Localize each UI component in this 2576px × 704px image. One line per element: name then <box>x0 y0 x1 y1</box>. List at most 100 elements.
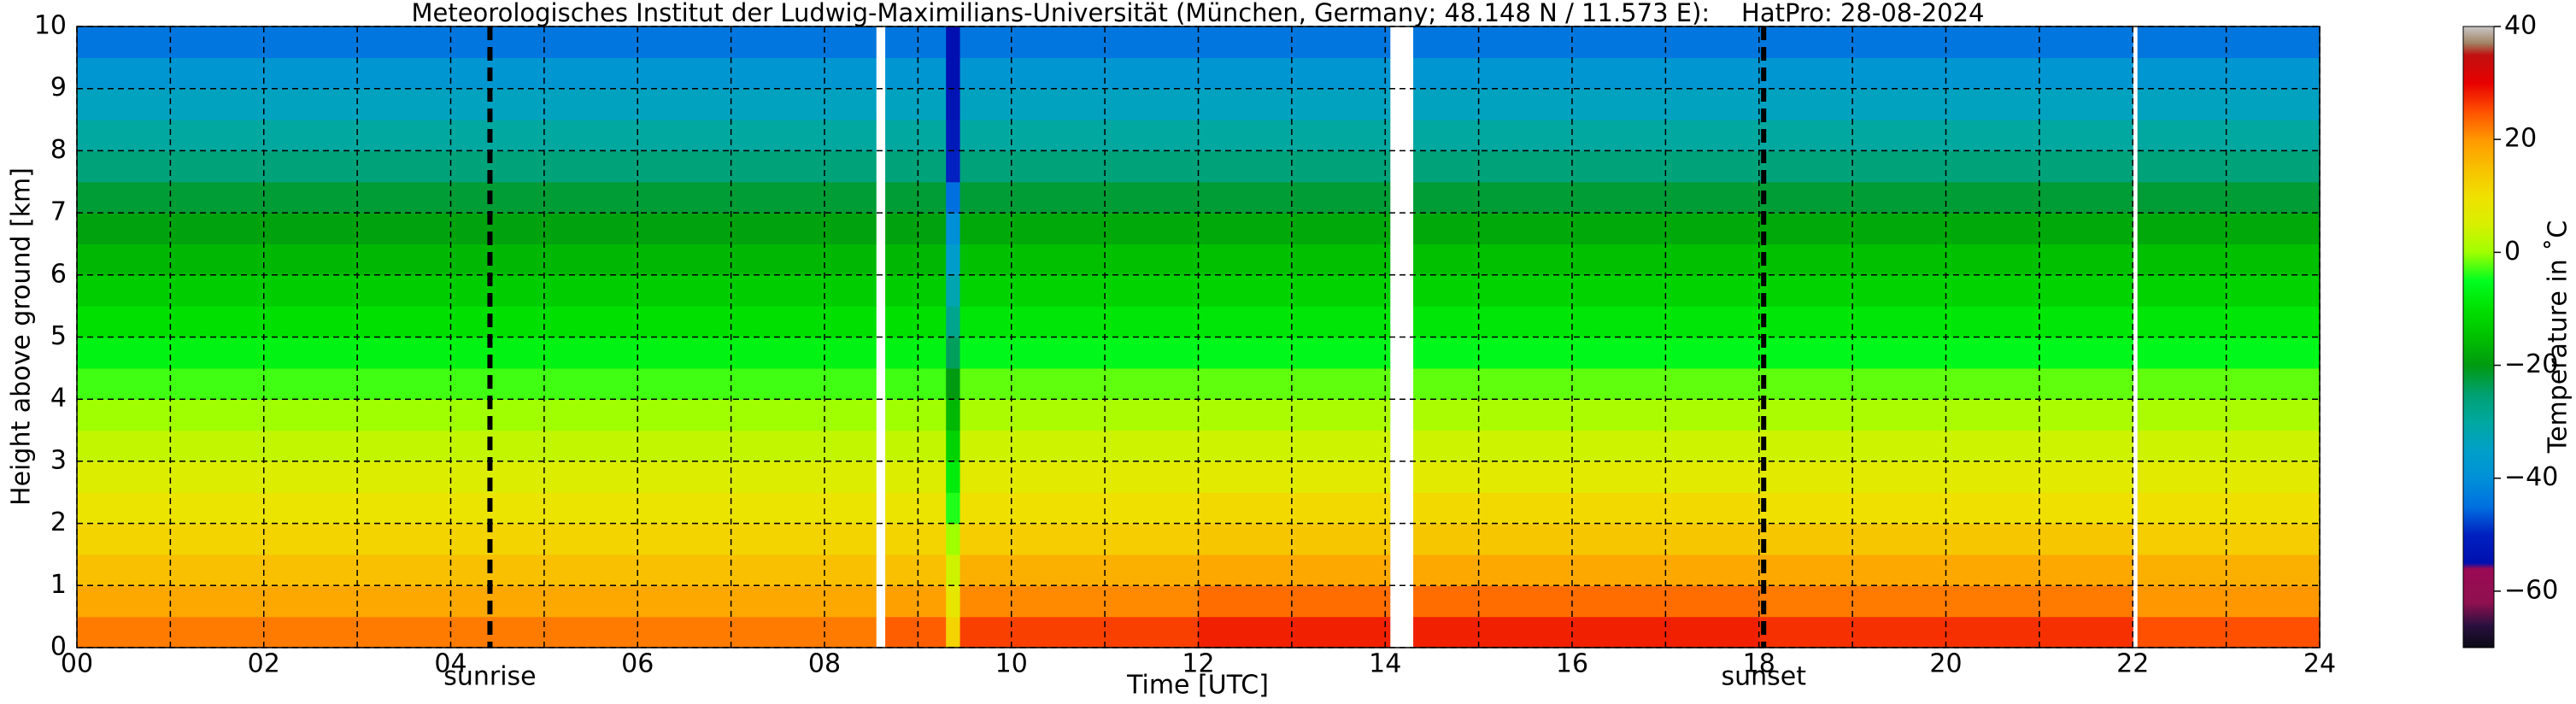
heatmap-cell <box>77 430 452 462</box>
heatmap-cell <box>1413 181 1760 214</box>
heatmap-cell <box>946 585 961 618</box>
heatmap-cell <box>1198 585 1391 618</box>
heatmap-cell <box>959 150 1200 183</box>
heatmap-cell <box>959 461 1200 493</box>
heatmap-cell <box>885 367 947 400</box>
y-tick-label: 2 <box>50 507 67 537</box>
heatmap-cell <box>2137 26 2321 58</box>
heatmap-cell <box>1198 337 1391 369</box>
heatmap-cell <box>1413 120 1760 151</box>
heatmap-cell <box>450 523 877 555</box>
heatmap-cell <box>1758 306 2133 338</box>
heatmap-cell <box>2137 337 2321 369</box>
heatmap-cell <box>450 616 877 648</box>
colorbar-segment <box>2463 506 2494 536</box>
heatmap-cell <box>450 367 877 400</box>
colorbar-segment <box>2463 252 2494 281</box>
colorbar-segment <box>2463 562 2494 569</box>
heatmap-cell <box>946 150 961 183</box>
x-tick-label: 04 <box>434 649 466 679</box>
y-tick-label: 3 <box>50 445 67 475</box>
heatmap-cell <box>1413 554 1760 586</box>
heatmap-cell <box>946 492 961 525</box>
heatmap-cell <box>959 523 1200 555</box>
heatmap-cell <box>959 399 1200 431</box>
heatmap-cell <box>77 461 452 493</box>
heatmap-cell <box>946 274 961 307</box>
y-tick-label: 6 <box>50 259 67 289</box>
heatmap-cell <box>946 306 961 338</box>
heatmap-cell <box>946 430 961 462</box>
heatmap-cell <box>959 120 1200 151</box>
x-tick-label: 00 <box>61 649 93 679</box>
heatmap-cell <box>946 26 961 58</box>
heatmap-cell <box>2137 88 2321 120</box>
colorbar-label: Temperature in ˚C <box>2544 220 2573 454</box>
colorbar-segment <box>2463 55 2494 84</box>
colorbar-tick-label: −20 <box>2504 349 2558 379</box>
heatmap-cell <box>885 150 947 183</box>
heatmap-cell <box>1198 181 1391 214</box>
heatmap-cell <box>885 120 947 151</box>
colorbar-tick-label: −40 <box>2504 462 2558 492</box>
heatmap-cell <box>1198 120 1391 151</box>
heatmap-cell <box>2137 430 2321 462</box>
heatmap-cell <box>450 181 877 214</box>
heatmap-cell <box>1198 274 1391 307</box>
heatmap-cell <box>1198 26 1391 58</box>
heatmap-cell <box>2137 181 2321 214</box>
heatmap-cell <box>77 399 452 431</box>
heatmap-cell <box>1198 367 1391 400</box>
heatmap-cell <box>959 181 1200 214</box>
heatmap-cell <box>1413 523 1760 555</box>
x-tick-label: 18 <box>1743 649 1775 679</box>
heatmap-cell <box>1198 399 1391 431</box>
colorbar-tick-label: −60 <box>2504 575 2558 605</box>
colorbar-segment <box>2463 393 2494 423</box>
heatmap-cell <box>946 461 961 493</box>
heatmap-cell <box>1758 120 2133 151</box>
heatmap-cell <box>959 213 1200 245</box>
heatmap-cell <box>959 585 1200 618</box>
heatmap-cell <box>450 399 877 431</box>
heatmap-cell <box>1413 88 1760 120</box>
heatmap-cell <box>1413 306 1760 338</box>
colorbar-segment <box>2463 625 2494 648</box>
colorbar-segment <box>2463 43 2494 56</box>
colorbar-segment <box>2463 602 2494 626</box>
x-tick-label: 16 <box>1556 649 1588 679</box>
y-tick-label: 9 <box>50 73 67 103</box>
heatmap-cell <box>1758 430 2133 462</box>
heatmap-cell <box>885 213 947 245</box>
heatmap-cell <box>885 461 947 493</box>
colorbar-segment <box>2463 196 2494 225</box>
heatmap-cell <box>2137 306 2321 338</box>
y-tick-label: 0 <box>50 632 67 662</box>
heatmap-cell <box>2137 243 2321 276</box>
heatmap-cell <box>1198 57 1391 90</box>
heatmap-cell <box>946 399 961 431</box>
heatmap-cell <box>77 367 452 400</box>
heatmap-cell <box>77 150 452 183</box>
heatmap-cell <box>1413 461 1760 493</box>
heatmap-cell <box>450 554 877 586</box>
x-tick-label: 02 <box>248 649 280 679</box>
heatmap-cell <box>77 181 452 214</box>
heatmap-cell <box>1198 243 1391 276</box>
heatmap-cell <box>450 306 877 338</box>
heatmap-cell <box>1198 150 1391 183</box>
heatmap-cell <box>885 306 947 338</box>
heatmap-cell <box>2137 150 2321 183</box>
heatmap-cell <box>2137 120 2321 151</box>
y-tick-label: 4 <box>50 384 67 414</box>
heatmap-cell <box>959 306 1200 338</box>
heatmap-cell <box>1198 306 1391 338</box>
colorbar-frame <box>2462 26 2495 648</box>
heatmap-cell <box>959 274 1200 307</box>
x-tick-label: 12 <box>1182 649 1214 679</box>
heatmap-cell <box>946 181 961 214</box>
heatmap-cell <box>1413 585 1760 618</box>
heatmap-cell <box>2137 213 2321 245</box>
heatmap-cell <box>450 461 877 493</box>
